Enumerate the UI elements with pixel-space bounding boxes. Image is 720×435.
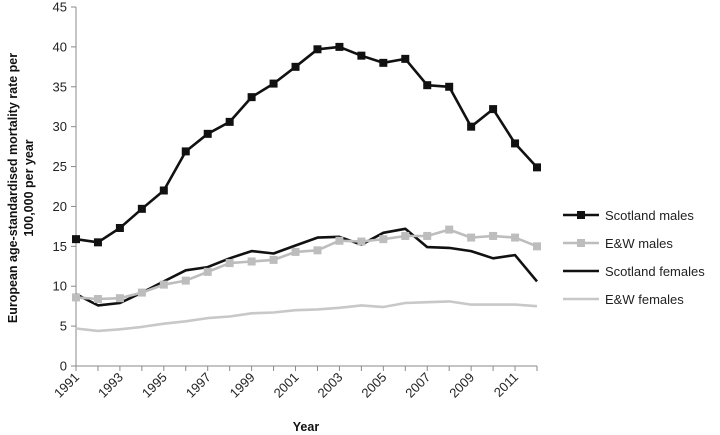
data-point-eandw-males	[335, 236, 344, 245]
data-point-eandw-males	[467, 233, 476, 242]
data-point-eandw-males	[489, 231, 498, 240]
x-tick-label: 1999	[227, 370, 258, 401]
y-tick-label: 15	[53, 239, 67, 254]
legend: Scotland males E&W males Scotland females E…	[563, 208, 705, 307]
x-tick-label: 2005	[358, 370, 389, 401]
data-point-scotland-males	[511, 139, 520, 148]
data-point-eandw-males	[291, 247, 300, 256]
data-point-scotland-males	[203, 129, 212, 138]
x-tick-label: 1993	[95, 370, 126, 401]
data-point-scotland-males	[291, 62, 300, 71]
series-line-eandw-females	[75, 300, 538, 333]
data-point-eandw-males	[159, 280, 168, 289]
data-point-scotland-males	[335, 42, 344, 51]
data-point-eandw-males	[137, 288, 146, 297]
data-point-eandw-males	[357, 237, 366, 246]
data-point-scotland-males	[357, 51, 366, 60]
legend-label-scotland-females: Scotland females	[605, 264, 705, 279]
data-point-scotland-males	[72, 235, 80, 244]
data-point-eandw-males	[379, 235, 388, 244]
y-tick-label: 45	[53, 0, 67, 15]
data-point-eandw-males	[269, 255, 278, 264]
data-point-scotland-males	[269, 79, 278, 88]
series-line-eandw-males	[75, 228, 538, 301]
data-point-scotland-males	[93, 238, 102, 247]
data-point-eandw-males	[511, 233, 520, 242]
x-tick-label: 1997	[183, 370, 214, 401]
data-point-eandw-males	[225, 259, 234, 268]
y-axis-title: European age-standardised mortality rate…	[6, 53, 36, 323]
data-point-scotland-males	[247, 93, 256, 102]
data-point-scotland-males	[181, 147, 190, 156]
y-tick-label: 0	[60, 359, 67, 374]
y-tick-label: 10	[53, 279, 67, 294]
y-tick-label: 25	[53, 159, 67, 174]
data-point-scotland-males	[225, 117, 234, 126]
data-point-eandw-males	[247, 257, 256, 266]
x-tick-label: 2001	[271, 370, 302, 401]
y-tick-label: 35	[53, 79, 67, 94]
legend-marker-eandw-males	[577, 239, 585, 247]
data-point-eandw-males	[93, 294, 102, 303]
y-tick-label: 30	[53, 119, 67, 134]
y-tick-label: 20	[53, 199, 67, 214]
data-point-eandw-males	[445, 225, 454, 234]
data-point-eandw-males	[401, 231, 410, 240]
data-point-eandw-males	[181, 276, 190, 285]
data-point-scotland-males	[379, 58, 388, 67]
data-point-eandw-males	[313, 246, 322, 255]
series-line-scotland-males	[75, 45, 538, 244]
plot-area: 0 5 10 15 20 25 30 35 40 45 1991 1993 1995 1997 1999 20…	[51, 0, 541, 401]
y-axis-title-line-2: 100,000 per year	[22, 139, 36, 236]
data-point-scotland-males	[445, 82, 454, 91]
data-point-eandw-males	[533, 242, 541, 251]
legend-marker-scotland-males	[577, 211, 585, 219]
data-point-scotland-males	[313, 45, 322, 54]
data-point-scotland-males	[489, 105, 498, 114]
x-tick-label: 2007	[402, 370, 433, 401]
x-tick-label: 2003	[314, 370, 345, 401]
legend-label-scotland-males: Scotland males	[605, 208, 694, 223]
data-point-eandw-males	[203, 267, 212, 276]
data-point-eandw-males	[72, 293, 80, 302]
svg-text:European age-standardised mor: European age-standardised mortality rate…	[6, 53, 20, 323]
data-point-eandw-males	[423, 231, 432, 240]
legend-label-eandw-males: E&W males	[605, 236, 673, 251]
x-axis-title: Year	[293, 420, 320, 434]
x-tick-label: 2011	[491, 370, 521, 400]
data-point-scotland-males	[137, 204, 146, 213]
y-axis-title-line-1: European age-standardised mortality rate…	[6, 53, 20, 323]
x-tick-label: 2009	[446, 370, 477, 401]
series-line-scotland-females	[75, 227, 538, 307]
data-point-scotland-males	[423, 81, 432, 90]
data-point-scotland-males	[401, 54, 410, 63]
legend-label-eandw-females: E&W females	[605, 292, 684, 307]
y-tick-label: 40	[53, 39, 67, 54]
y-tick-label: 5	[60, 319, 67, 334]
data-point-scotland-males	[467, 122, 476, 131]
x-tick-label: 1991	[51, 370, 82, 401]
x-tick-label: 1995	[139, 370, 170, 401]
data-point-scotland-males	[159, 186, 168, 195]
data-point-scotland-males	[533, 163, 541, 172]
data-point-scotland-males	[115, 223, 124, 232]
svg-text:100,000 per year: 100,000 per year	[22, 139, 36, 236]
data-point-eandw-males	[115, 294, 124, 303]
